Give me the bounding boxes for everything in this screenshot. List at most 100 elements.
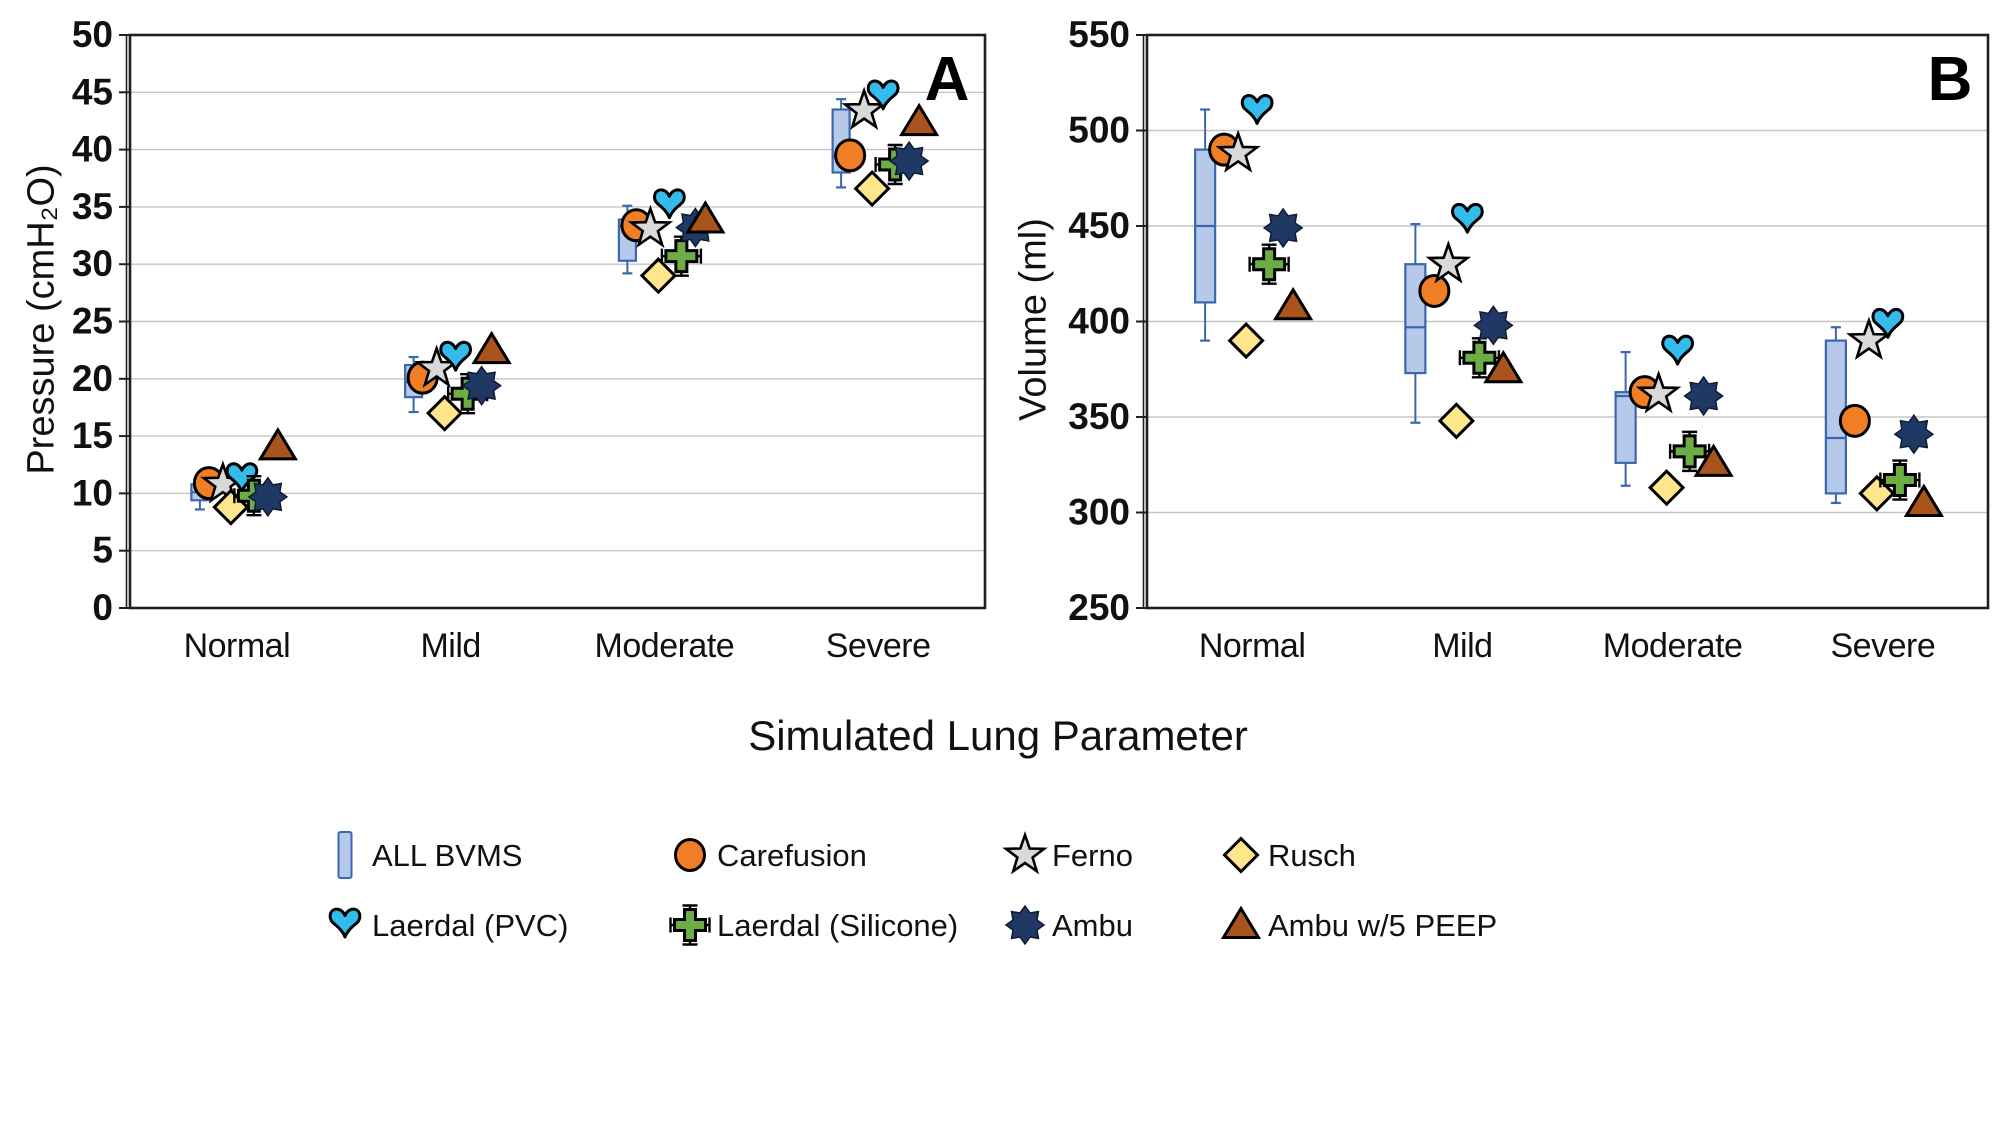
legend-label: Laerdal (Silicone)	[717, 908, 958, 943]
y-tick-label: 30	[72, 243, 113, 284]
boxplot-severe	[1824, 326, 1847, 505]
marker-ferno	[627, 204, 674, 249]
y-tick-label: 45	[72, 71, 113, 112]
marker-laerdal-silicone	[1248, 243, 1290, 285]
y-tick-label: 50	[72, 14, 113, 55]
panel-b: 250 300 350 400 450 500 550 Normal Mild Moderate S…	[1068, 14, 1990, 665]
marker-ambu	[888, 140, 930, 182]
panel-b-y-axis-title: Volume (ml)	[1012, 218, 1055, 421]
legend-item-ambu: Ambu	[1004, 904, 1133, 946]
marker-ambu	[1893, 413, 1935, 455]
x-category-label: Mild	[420, 627, 480, 665]
marker-laerdal-pvc	[1871, 307, 1905, 339]
x-category-label: Severe	[826, 627, 931, 665]
cross-marker-icon	[669, 904, 711, 946]
marker-ferno	[1425, 240, 1472, 284]
legend-label: Ferno	[1052, 838, 1133, 873]
y-tick-label: 500	[1068, 110, 1130, 151]
marker-rusch	[426, 394, 464, 432]
legend: ALL BVMS Carefusion Ferno Rusch Laerdal (PVC…	[328, 831, 1497, 946]
legend-item-rusch: Rusch	[1222, 836, 1356, 874]
x-category-label: Severe	[1831, 627, 1936, 665]
marker-rusch	[1648, 469, 1686, 507]
y-tick-label: 5	[92, 530, 113, 571]
marker-ambu-w-5-peep	[257, 427, 299, 461]
heart-marker-icon	[328, 907, 362, 939]
diamond-marker-icon	[1222, 836, 1260, 874]
legend-item-laerdal-silicone: Laerdal (Silicone)	[669, 904, 958, 946]
marker-rusch	[853, 169, 891, 208]
x-category-label: Mild	[1432, 627, 1492, 665]
legend-item-carefusion: Carefusion	[674, 838, 867, 873]
triangle-marker-icon	[1220, 905, 1262, 939]
marker-ambu	[1683, 375, 1724, 417]
legend-item-all-bvms: ALL BVMS	[337, 831, 522, 879]
legend-item-ambu-w-5-peep: Ambu w/5 PEEP	[1220, 905, 1497, 943]
marker-carefusion	[1418, 273, 1451, 308]
panel-label-a: A	[925, 45, 970, 114]
circle-marker-icon	[674, 838, 706, 872]
marker-rusch	[1437, 402, 1475, 440]
marker-ambu	[247, 476, 289, 518]
star8-marker-icon	[1004, 904, 1046, 946]
marker-ambu-w-5-peep	[1903, 483, 1945, 517]
marker-ambu-w-5-peep	[898, 102, 940, 137]
x-axis-title: Simulated Lung Parameter	[748, 712, 1248, 759]
marker-ambu-w-5-peep	[1272, 286, 1314, 321]
marker-ferno	[1846, 316, 1892, 360]
y-tick-label: 550	[1068, 14, 1130, 55]
marker-ambu-w-5-peep	[471, 330, 512, 365]
marker-ferno	[841, 86, 887, 131]
legend-item-laerdal-pvc: Laerdal (PVC)	[328, 907, 568, 943]
marker-ambu-w-5-peep	[685, 200, 726, 234]
marker-ambu-w-5-peep	[1483, 349, 1524, 384]
marker-ambu	[1262, 207, 1304, 249]
boxplot-normal	[1194, 108, 1217, 342]
panel-label-b: B	[1928, 45, 1973, 114]
marker-rusch	[1227, 321, 1265, 360]
legend-label: Laerdal (PVC)	[372, 908, 568, 943]
panel-a: 0 5 10 15 20 25 30 35 40 45 50 Normal Mild Moderate Se…	[72, 14, 987, 665]
marker-ambu-w-5-peep	[1693, 443, 1734, 477]
panel-a-y-axis-title: Pressure (cmH₂O)	[20, 164, 63, 475]
legend-label: Carefusion	[717, 838, 867, 873]
marker-laerdal-silicone	[1458, 337, 1501, 379]
legend-label: ALL BVMS	[372, 838, 522, 873]
y-tick-label: 450	[1068, 205, 1130, 246]
y-tick-label: 0	[92, 587, 113, 628]
marker-laerdal-silicone	[1879, 459, 1921, 501]
x-category-label: Normal	[1199, 627, 1306, 665]
x-category-label: Moderate	[1603, 627, 1743, 665]
box-marker-icon	[337, 831, 353, 879]
boxplot-moderate	[1614, 350, 1637, 487]
x-category-label: Normal	[184, 627, 291, 665]
y-tick-label: 40	[72, 129, 113, 170]
x-category-label: Moderate	[595, 627, 735, 665]
marker-laerdal-pvc	[1451, 202, 1484, 234]
marker-laerdal-pvc	[1240, 94, 1274, 125]
marker-laerdal-pvc	[439, 340, 472, 372]
marker-laerdal-pvc	[1661, 334, 1694, 366]
legend-label: Ambu	[1052, 908, 1133, 943]
legend-label: Ambu w/5 PEEP	[1268, 908, 1497, 943]
y-tick-label: 400	[1068, 301, 1130, 342]
marker-carefusion	[1838, 403, 1871, 438]
y-tick-label: 350	[1068, 396, 1130, 437]
marker-laerdal-pvc	[866, 79, 900, 111]
y-tick-label: 15	[72, 415, 113, 456]
marker-laerdal-pvc	[653, 188, 686, 220]
star5-marker-icon	[1002, 831, 1048, 875]
boxplot-mild	[1404, 222, 1427, 424]
marker-ambu	[1473, 305, 1514, 346]
marker-ferno	[1215, 129, 1261, 173]
y-tick-label: 35	[72, 186, 113, 227]
y-tick-label: 300	[1068, 492, 1130, 533]
legend-label: Rusch	[1268, 838, 1356, 873]
y-tick-label: 10	[72, 472, 113, 513]
y-tick-label: 25	[72, 301, 113, 342]
y-tick-label: 20	[72, 358, 113, 399]
marker-carefusion	[834, 138, 867, 173]
marker-ferno	[1635, 370, 1682, 414]
